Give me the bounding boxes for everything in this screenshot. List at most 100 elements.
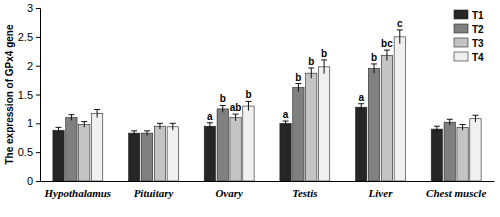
bar: [66, 118, 77, 181]
y-tick: 3: [27, 2, 40, 14]
bar: [293, 88, 304, 181]
y-tick-mark: [36, 37, 40, 38]
error-bar: [295, 84, 301, 92]
y-tick-mark: [36, 8, 40, 9]
x-tick-label: Liver: [368, 187, 394, 199]
bar: [306, 73, 317, 181]
bar: [356, 107, 367, 181]
significance-letter: b: [220, 93, 226, 104]
error-bar: [68, 115, 74, 121]
significance-letter: b: [371, 52, 377, 63]
x-tick: Hypothalamus: [44, 181, 112, 199]
x-tick: Chest muscle: [426, 181, 486, 199]
bar: [368, 69, 379, 181]
x-tick: Liver: [368, 181, 394, 199]
bar: [470, 119, 481, 181]
legend-label: T2: [472, 24, 484, 35]
series: [91, 30, 481, 181]
legend-item: T4: [454, 52, 484, 63]
error-bar: [397, 30, 403, 44]
significance-letter: bc: [381, 38, 393, 49]
legend-swatch: [454, 24, 468, 33]
y-axis-line: [36, 9, 41, 182]
bar: [154, 126, 165, 181]
error-bar: [131, 131, 137, 136]
letters: aaabbbabbbcbbc: [207, 18, 403, 122]
y-tick-label: 2: [27, 60, 33, 72]
y-tick: 2.5: [18, 31, 40, 43]
significance-letter: a: [358, 92, 364, 103]
y-tick-label: 1.5: [18, 89, 33, 101]
legend-label: T1: [472, 10, 484, 21]
x-tick-label: Pituitary: [134, 187, 174, 199]
x-tick: Pituitary: [134, 181, 174, 199]
significance-letter: c: [397, 18, 403, 29]
error-bar: [472, 115, 478, 122]
significance-letter: b: [321, 48, 327, 59]
chart: 0 0.5 1 1.5 2 2.5 3 Hypothalamus Pituitary Ovary T…: [0, 0, 500, 217]
bar: [431, 129, 442, 181]
significance-letter: b: [245, 89, 251, 100]
legend-label: T3: [472, 38, 484, 49]
y-tick-mark: [36, 152, 40, 153]
y-tick: 0: [27, 175, 40, 187]
significance-letter: ab: [230, 102, 242, 113]
error-bar: [94, 109, 100, 117]
y-tick-label: 1: [27, 117, 33, 129]
series: [79, 50, 469, 181]
significance-letter: b: [308, 56, 314, 67]
y-tick-label: 0.5: [18, 146, 33, 158]
x-axis-line: [41, 181, 495, 182]
x-tick: Ovary: [215, 181, 243, 199]
y-tick-mark: [36, 66, 40, 67]
x-tick: Testis: [292, 181, 317, 199]
legend-item: T1: [454, 10, 484, 21]
legend-swatch: [454, 52, 468, 61]
x-tick-label: Chest muscle: [426, 187, 486, 199]
bar: [79, 124, 90, 181]
error-bar: [434, 126, 440, 132]
y-axis-title: The expression of GPx4 gene: [4, 24, 15, 164]
error-bar: [447, 119, 453, 125]
y-tick-mark: [36, 95, 40, 96]
legend-label: T4: [472, 52, 484, 63]
x-axis: Hypothalamus Pituitary Ovary Testis Liver Che…: [41, 181, 495, 199]
error-bar: [245, 101, 251, 110]
error-bar: [56, 127, 62, 133]
y-tick-label: 3: [27, 2, 33, 14]
legend-item: T3: [454, 38, 484, 49]
error-bar: [233, 114, 239, 121]
error-bar: [384, 50, 390, 60]
x-tick-label: Testis: [292, 187, 317, 199]
error-bar: [207, 123, 213, 130]
bar: [280, 123, 291, 181]
bar: [230, 118, 241, 181]
y-tick: 0.5: [18, 146, 40, 158]
y-tick: 1.5: [18, 89, 40, 101]
bar: [91, 114, 102, 181]
bar: [204, 126, 215, 181]
legend: T1 T2 T3 T4: [454, 10, 484, 63]
y-axis: 0 0.5 1 1.5 2 2.5 3: [18, 2, 41, 187]
legend-swatch: [454, 10, 468, 19]
y-tick-mark: [36, 181, 40, 182]
y-tick-label: 2.5: [18, 31, 33, 43]
x-tick-label: Ovary: [215, 187, 243, 199]
error-bar: [283, 121, 289, 126]
error-bar: [358, 104, 364, 111]
error-bar: [81, 122, 87, 128]
error-bar: [308, 68, 314, 78]
bar: [243, 106, 254, 181]
error-bar: [144, 131, 150, 136]
error-bar: [460, 124, 466, 130]
legend-item: T2: [454, 24, 484, 35]
error-bar: [220, 105, 226, 112]
bar: [167, 127, 178, 181]
significance-letter: a: [283, 109, 289, 120]
bar: [457, 127, 468, 181]
plot-area: [53, 30, 481, 181]
y-tick: 1: [27, 117, 40, 129]
error-bar: [157, 123, 163, 129]
bar: [129, 133, 140, 181]
error-bar: [321, 60, 327, 74]
